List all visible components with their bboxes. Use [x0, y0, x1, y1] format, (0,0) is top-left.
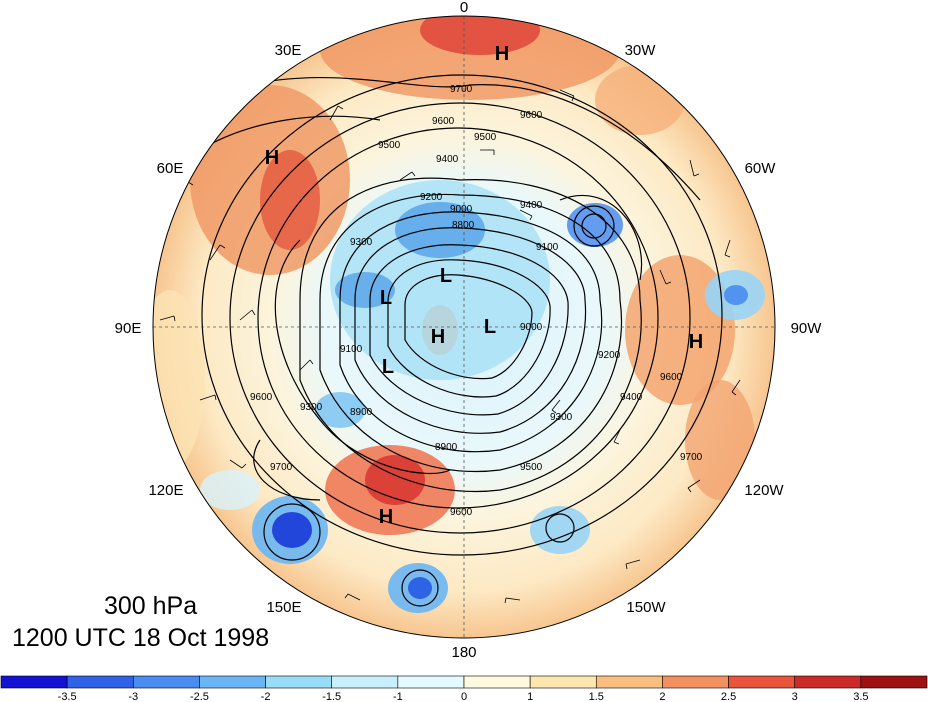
- lon-label-90e: 90E: [115, 320, 142, 337]
- colorbar-tick-label: 0: [461, 691, 467, 702]
- colorbar-tick-label: -2.5: [190, 691, 209, 702]
- contour-label: 9600: [450, 507, 473, 518]
- colorbar-swatch: [331, 675, 399, 689]
- colorbar-swatch: [794, 675, 862, 689]
- colorbar-swatch: [132, 675, 200, 689]
- low-mark: L: [440, 265, 452, 287]
- colorbar-tick-label: -1: [393, 691, 403, 702]
- lon-label-60e: 60E: [157, 160, 184, 177]
- lon-label-120e: 120E: [148, 482, 183, 499]
- low-mark: L: [380, 287, 392, 309]
- colorbar-swatch: [0, 675, 68, 689]
- lon-label-150w: 150W: [626, 599, 666, 616]
- anomaly-shading: [153, 16, 775, 638]
- contour-label: 8900: [435, 442, 458, 453]
- contour-label: 9000: [520, 322, 543, 333]
- colorbar-tick-label: -3.5: [58, 691, 77, 702]
- contour-label: 9500: [378, 140, 401, 151]
- pressure-level-caption: 300 hPa: [104, 592, 198, 620]
- contour-label: 9200: [598, 350, 621, 361]
- wind-barbs: [159, 89, 741, 604]
- contour-label: 9600: [250, 392, 273, 403]
- lon-label-90w: 90W: [791, 320, 823, 337]
- colorbar-swatch: [265, 675, 333, 689]
- contour-label: 9400: [520, 200, 543, 211]
- contour-label: 8800: [452, 220, 475, 231]
- contour-label: 9700: [680, 452, 703, 463]
- contour-label: 9000: [450, 204, 473, 215]
- lon-label-30w: 30W: [625, 42, 657, 59]
- high-mark: H: [379, 506, 393, 528]
- colorbar-tick-label: -1.5: [322, 691, 341, 702]
- low-mark: L: [484, 316, 496, 338]
- colorbar-swatch: [397, 675, 465, 689]
- colorbar-tick-label: 2: [659, 691, 665, 702]
- colorbar-tick-label: 3: [792, 691, 798, 702]
- colorbar-tick-label: 1.5: [589, 691, 604, 702]
- colorbar-swatch: [860, 675, 928, 689]
- contour-label: 9100: [536, 242, 559, 253]
- colorbar-swatch: [529, 675, 597, 689]
- contour-label: 9400: [436, 154, 459, 165]
- contour-label: 8900: [350, 407, 373, 418]
- contour-label: 9400: [620, 392, 643, 403]
- high-low-marks: H H H H H L L L L: [265, 43, 703, 528]
- lon-label-180: 180: [451, 644, 476, 661]
- colorbar-swatch: [66, 675, 134, 689]
- high-mark: H: [431, 326, 445, 348]
- contour-label: 9700: [270, 462, 293, 473]
- lon-label-60w: 60W: [745, 160, 777, 177]
- colorbar-tick-label: 3.5: [853, 691, 868, 702]
- high-mark: H: [495, 43, 509, 65]
- contour-label: 9600: [520, 110, 543, 121]
- contour-label: 9700: [450, 84, 473, 95]
- colorbar-tick-label: -3: [128, 691, 138, 702]
- contour-label: 9500: [474, 132, 497, 143]
- contour-label: 9600: [660, 372, 683, 383]
- colorbar-swatch: [199, 675, 266, 689]
- lon-label-120w: 120W: [744, 482, 784, 499]
- contour-label: 9300: [350, 237, 373, 248]
- contour-label: 9200: [420, 192, 443, 203]
- contour-labels: 9700 9600 9500 9600 9500 9400 9300 9200 …: [250, 84, 703, 518]
- contour-label: 9500: [520, 462, 543, 473]
- colorbar-swatch: [595, 675, 663, 689]
- colorbar-swatch: [728, 675, 796, 689]
- height-contours: [199, 74, 723, 607]
- high-mark: H: [265, 147, 279, 169]
- lon-label-30e: 30E: [275, 42, 302, 59]
- contour-label: 9100: [340, 344, 363, 355]
- contour-label: 9300: [550, 412, 573, 423]
- colorbar: -3.5 -3 -2.5 -2 -1.5 -1 0 1 1.5 2 2.5 3 3.5: [0, 675, 928, 702]
- colorbar-tick-label: 1: [527, 691, 533, 702]
- colorbar-swatch: [463, 675, 531, 689]
- contour-label: 9300: [300, 402, 323, 413]
- longitude-labels: 0 30W 60W 90W 120W 150W 180 150E 120E 90…: [115, 0, 823, 661]
- lon-label-0: 0: [460, 0, 468, 16]
- graticule: [153, 16, 775, 638]
- low-mark: L: [382, 356, 394, 378]
- lon-label-150e: 150E: [266, 599, 301, 616]
- colorbar-tick-label: -2: [261, 691, 271, 702]
- colorbar-swatch: [662, 675, 729, 689]
- valid-time-caption: 1200 UTC 18 Oct 1998: [12, 624, 270, 652]
- high-mark: H: [689, 331, 703, 353]
- globe-border: [152, 15, 776, 639]
- colorbar-tick-label: 2.5: [721, 691, 736, 702]
- contour-label: 9600: [432, 116, 455, 127]
